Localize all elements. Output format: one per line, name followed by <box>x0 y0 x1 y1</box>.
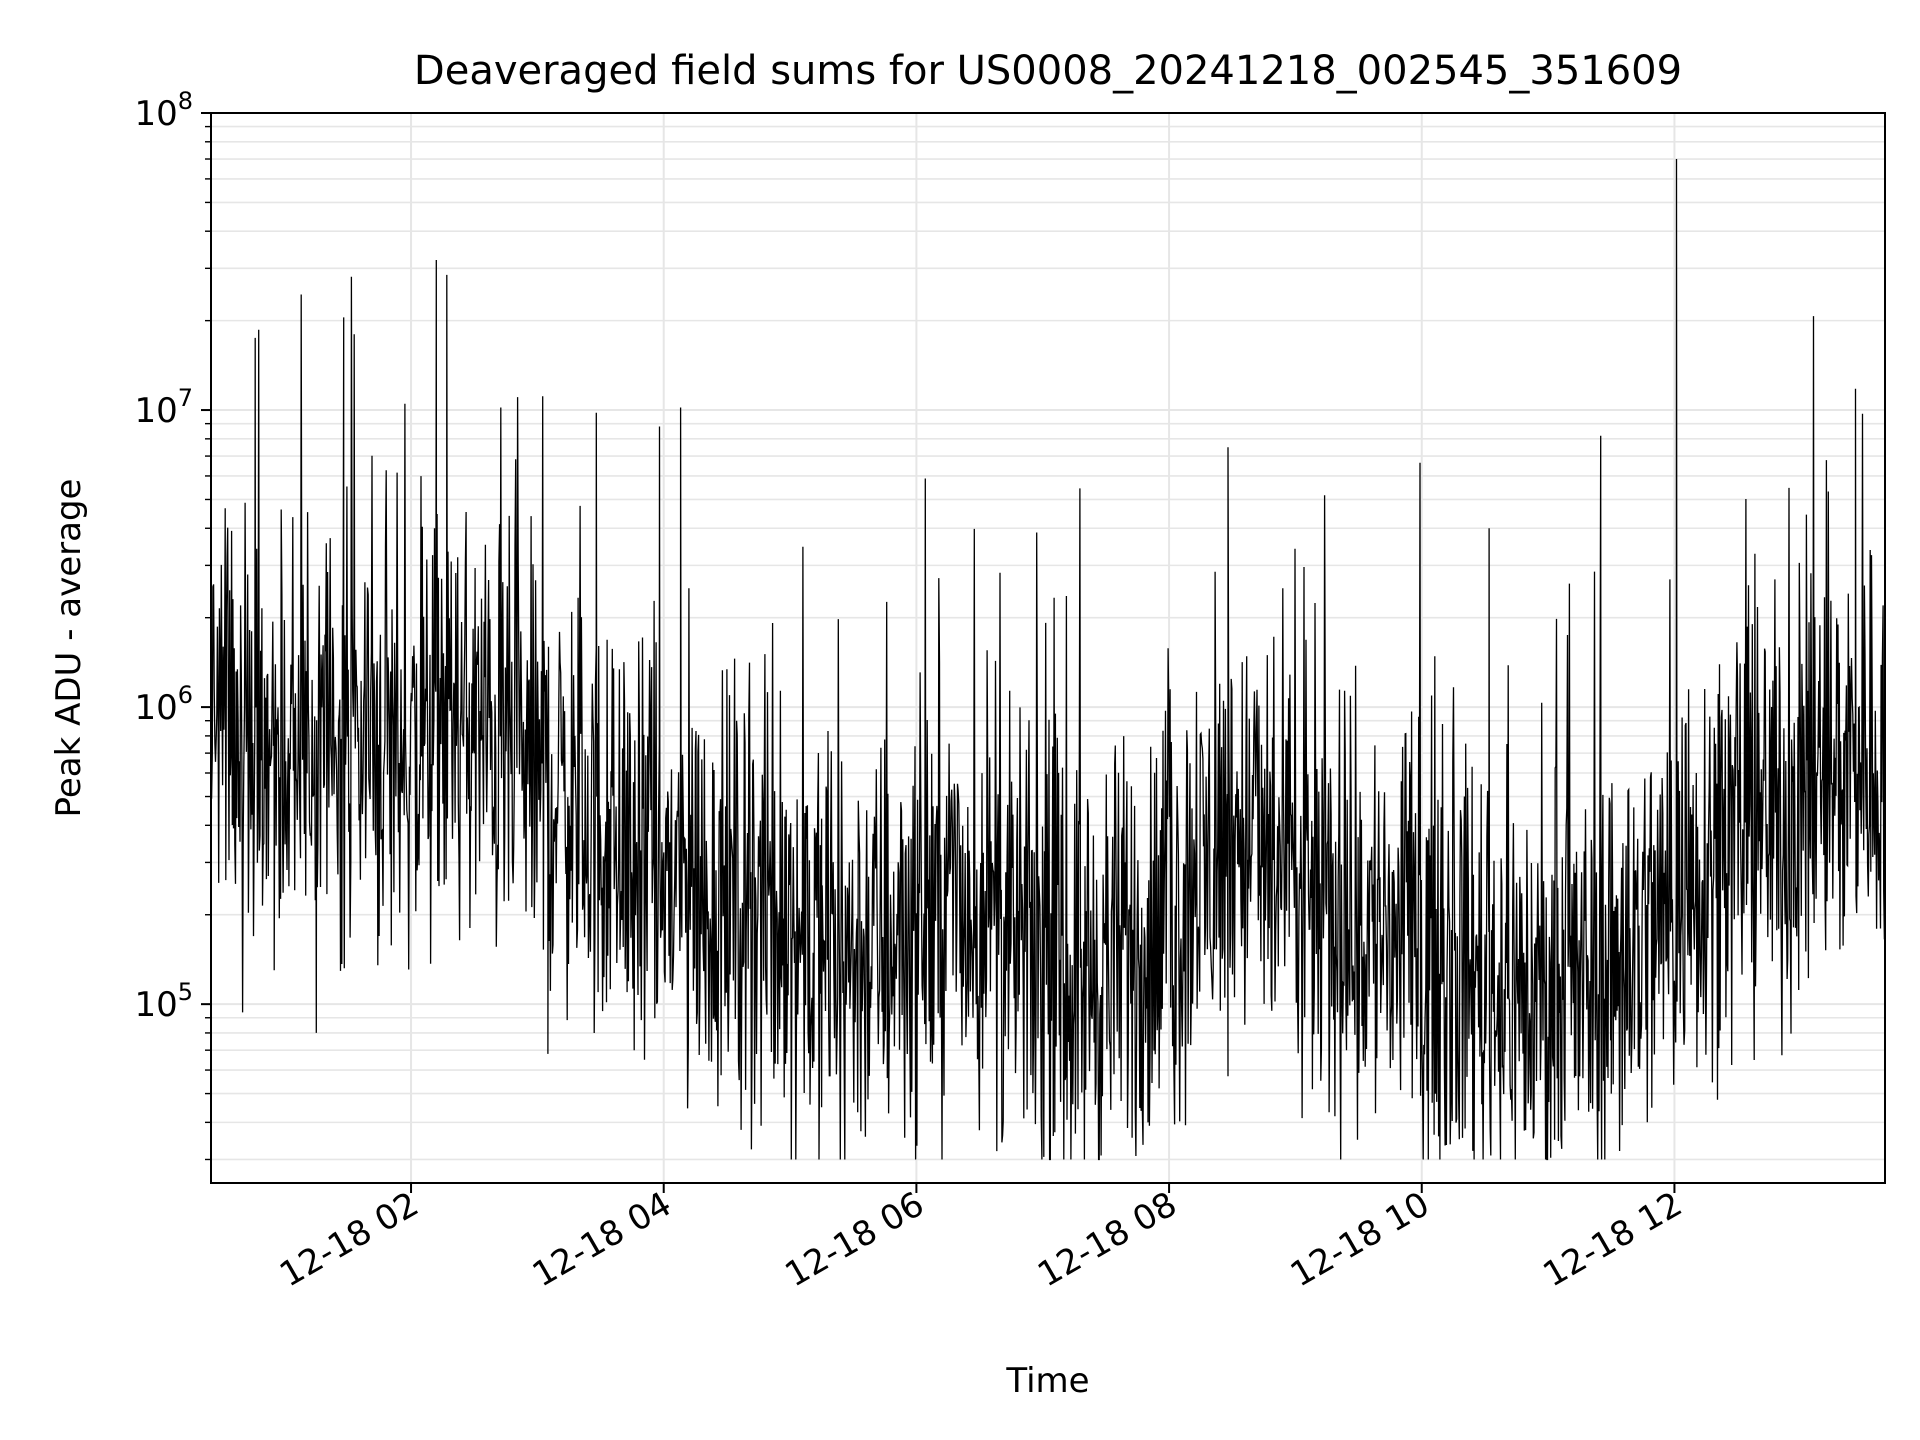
y-tick-label: 106 <box>134 681 193 728</box>
y-axis-label: Peak ADU - average <box>49 479 89 818</box>
y-axis: 105 106 107 108 <box>134 87 211 1161</box>
y-tick-label: 108 <box>134 87 193 134</box>
y-tick-label: 107 <box>134 384 193 431</box>
y-tick-label: 105 <box>134 978 193 1025</box>
plot-frame <box>210 112 1886 1184</box>
series-line <box>210 158 1886 1161</box>
x-axis-label: Time <box>1005 1361 1089 1401</box>
plot-area <box>210 112 1886 1184</box>
chart-title: Deaveraged field sums for US0008_2024121… <box>414 48 1682 94</box>
data-series <box>210 158 1886 1161</box>
